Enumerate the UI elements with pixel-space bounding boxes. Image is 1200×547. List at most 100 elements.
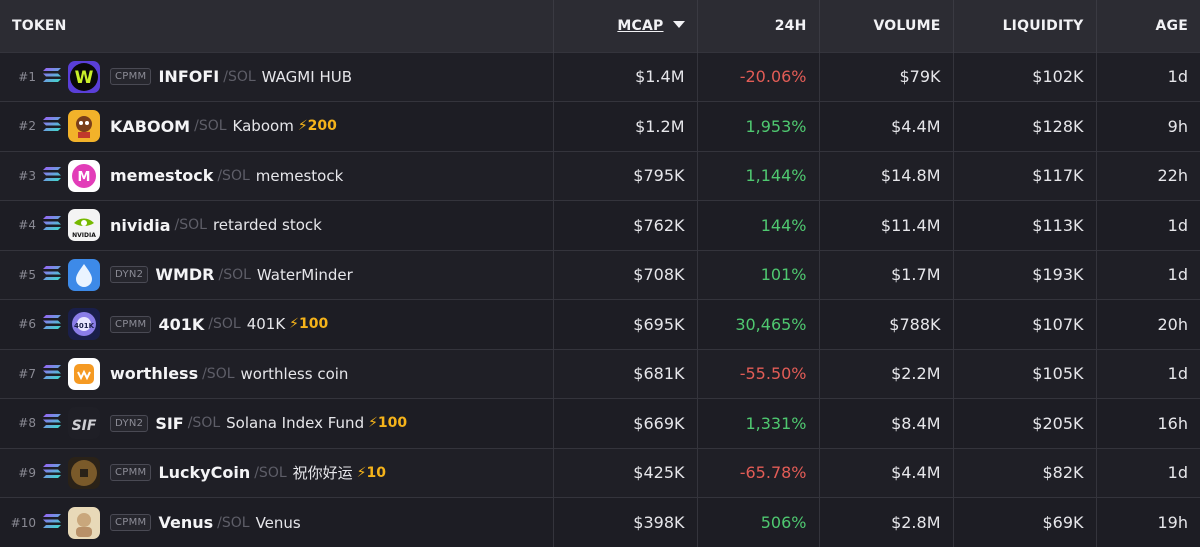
header-liquidity-label: LIQUIDITY	[1003, 18, 1084, 34]
token-symbol[interactable]: WMDR	[155, 265, 214, 284]
rank: #8	[0, 416, 42, 430]
change-24h-cell: 1,144%	[697, 151, 819, 201]
mcap-cell: $425K	[553, 448, 697, 498]
mcap-cell: $681K	[553, 349, 697, 399]
pool-type-badge: CPMM	[110, 514, 151, 531]
age-cell: 1d	[1096, 448, 1200, 498]
solana-chain-icon	[42, 166, 68, 186]
nividia-logo-icon: NVIDIA	[68, 209, 100, 241]
token-symbol[interactable]: KABOOM	[110, 117, 190, 136]
kaboom-logo-icon	[68, 110, 100, 142]
token-name: WaterMinder	[257, 266, 353, 284]
quote-token: /SOL	[202, 366, 234, 382]
change-24h-cell: 101%	[697, 250, 819, 300]
venus-logo-icon	[68, 507, 100, 539]
boost-badge: ⚡200	[298, 118, 337, 134]
change-24h-cell: 1,331%	[697, 399, 819, 449]
header-24h-label: 24H	[775, 18, 807, 34]
header-token-label: TOKEN	[12, 18, 67, 34]
solana-chain-icon	[42, 463, 68, 483]
age-cell: 16h	[1096, 399, 1200, 449]
header-token[interactable]: TOKEN	[0, 0, 553, 52]
liquidity-cell: $193K	[953, 250, 1096, 300]
memestock-logo-icon: M	[68, 160, 100, 192]
volume-cell: $788K	[819, 300, 953, 350]
rank: #5	[0, 268, 42, 282]
header-age[interactable]: AGE	[1096, 0, 1200, 52]
quote-token: /SOL	[223, 69, 255, 85]
mcap-cell: $695K	[553, 300, 697, 350]
rank: #3	[0, 169, 42, 183]
solana-chain-icon	[42, 67, 68, 87]
volume-cell: $2.2M	[819, 349, 953, 399]
solana-chain-icon	[42, 265, 68, 285]
boost-badge: ⚡100	[289, 316, 328, 332]
solana-chain-icon	[42, 215, 68, 235]
change-24h-cell: 30,465%	[697, 300, 819, 350]
worthless-logo-icon	[68, 358, 100, 390]
token-symbol[interactable]: INFOFI	[158, 67, 219, 86]
token-symbol[interactable]: 401K	[158, 315, 204, 334]
token-symbol[interactable]: worthless	[110, 364, 198, 383]
token-symbol[interactable]: memestock	[110, 166, 213, 185]
svg-text:M: M	[78, 170, 91, 185]
age-cell: 1d	[1096, 250, 1200, 300]
header-liquidity[interactable]: LIQUIDITY	[953, 0, 1096, 52]
token-symbol[interactable]: LuckyCoin	[158, 463, 250, 482]
quote-token: /SOL	[217, 515, 249, 531]
quote-token: /SOL	[175, 217, 207, 233]
solana-chain-icon	[42, 364, 68, 384]
volume-cell: $2.8M	[819, 498, 953, 547]
liquidity-cell: $102K	[953, 52, 1096, 102]
svg-text:W: W	[75, 68, 94, 88]
change-24h-cell: 144%	[697, 201, 819, 251]
header-mcap-label: MCAP	[617, 18, 663, 34]
age-cell: 1d	[1096, 52, 1200, 102]
liquidity-cell: $117K	[953, 151, 1096, 201]
token-symbol[interactable]: SIF	[155, 414, 183, 433]
change-24h-cell: -20.06%	[697, 52, 819, 102]
sif-logo-icon: SIF	[68, 407, 100, 439]
header-mcap[interactable]: MCAP	[553, 0, 697, 52]
pool-type-badge: CPMM	[110, 68, 151, 85]
liquidity-cell: $113K	[953, 201, 1096, 251]
token-symbol[interactable]: nividia	[110, 216, 171, 235]
token-symbol[interactable]: Venus	[158, 513, 213, 532]
header-age-label: AGE	[1156, 18, 1189, 34]
age-cell: 22h	[1096, 151, 1200, 201]
token-name: retarded stock	[213, 216, 322, 234]
header-volume[interactable]: VOLUME	[819, 0, 953, 52]
volume-cell: $1.7M	[819, 250, 953, 300]
header-24h[interactable]: 24H	[697, 0, 819, 52]
pool-type-badge: DYN2	[110, 266, 148, 283]
pool-type-badge: DYN2	[110, 415, 148, 432]
rank: #6	[0, 317, 42, 331]
quote-token: /SOL	[254, 465, 286, 481]
mcap-cell: $398K	[553, 498, 697, 547]
mcap-cell: $1.2M	[553, 102, 697, 152]
quote-token: /SOL	[188, 415, 220, 431]
liquidity-cell: $69K	[953, 498, 1096, 547]
quote-token: /SOL	[194, 118, 226, 134]
